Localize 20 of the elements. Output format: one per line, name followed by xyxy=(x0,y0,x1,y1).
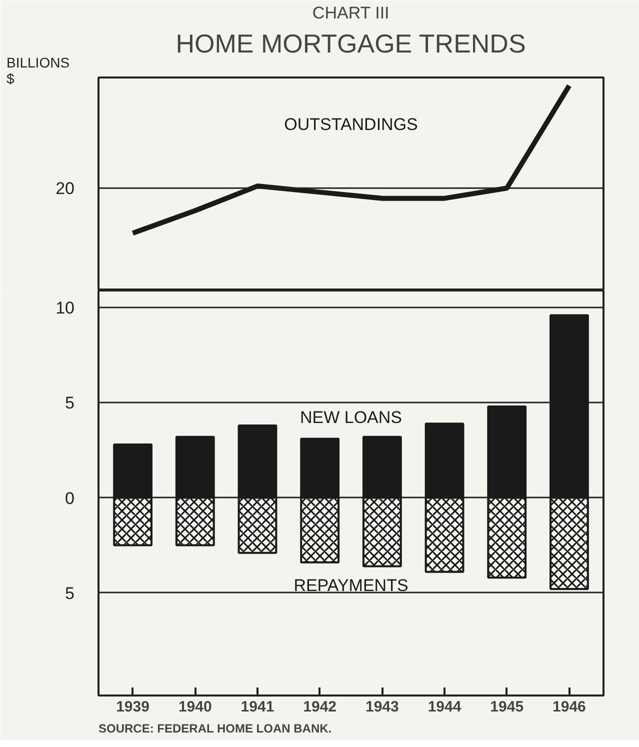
x-tick-label: 1941 xyxy=(240,698,274,716)
chart-title: CHART III xyxy=(312,4,390,22)
y-tick-label: 10 xyxy=(56,298,75,318)
y-tick-label: 5 xyxy=(65,394,75,413)
series-label: NEW LOANS xyxy=(300,408,402,427)
x-tick-label: 1940 xyxy=(178,698,212,716)
x-tick-label: 1944 xyxy=(428,698,462,716)
chart-subtitle: HOME MORTGAGE TRENDS xyxy=(176,28,526,58)
source-note: SOURCE: FEDERAL HOME LOAN BANK. xyxy=(98,722,332,736)
text: OUTSTANDINGS xyxy=(284,114,418,134)
x-tick-label: 1939 xyxy=(116,698,150,716)
y-tick-label: 5 xyxy=(65,584,75,603)
x-tick-label: 1945 xyxy=(490,698,524,716)
x-tick-label: 1946 xyxy=(552,698,586,716)
y-axis-title: BILLIONS $ xyxy=(6,54,70,86)
text: 20 xyxy=(56,179,75,198)
series-label: REPAYMENTS xyxy=(294,576,408,596)
y-tick-label: 0 xyxy=(65,488,75,508)
x-tick-label: 1942 xyxy=(303,698,337,716)
x-tick-label: 1943 xyxy=(365,698,399,716)
